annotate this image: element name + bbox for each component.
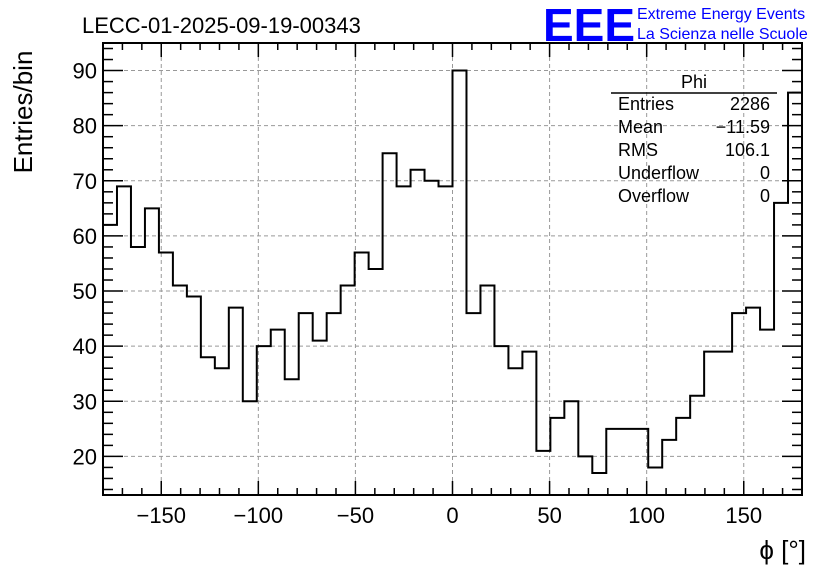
y-axis-label: Entries/bin — [8, 51, 38, 174]
histogram-line — [103, 69, 802, 474]
stats-row-value: 0 — [760, 186, 770, 206]
stats-row-label: Mean — [618, 117, 663, 137]
stats-row-label: Overflow — [618, 186, 690, 206]
x-tick-label: −150 — [136, 503, 186, 528]
chart-title: LECC-01-2025-09-19-00343 — [82, 13, 361, 38]
y-tick-label: 60 — [73, 224, 97, 249]
y-tick-label: 40 — [73, 334, 97, 359]
x-tick-label: −100 — [234, 503, 284, 528]
stats-box: Phi Entries 2286 Mean −11.59 RMS 106.1 Underfl… — [611, 72, 777, 206]
stats-row-value: 0 — [760, 163, 770, 183]
x-axis-label: ϕ [°] — [759, 535, 806, 565]
logo-line-1: Extreme Energy Events — [637, 6, 805, 23]
y-tick-label: 20 — [73, 444, 97, 469]
stats-row-value: −11.59 — [716, 117, 770, 137]
stats-row-value: 106.1 — [725, 140, 770, 160]
y-tick-label: 50 — [73, 279, 97, 304]
x-axis-ticks: −150 −100 −50 0 50 100 150 — [121, 43, 784, 528]
stats-row-label: RMS — [618, 140, 658, 160]
logo-line-2: La Scienza nelle Scuole — [637, 26, 808, 43]
y-tick-label: 70 — [73, 169, 97, 194]
y-axis-ticks: 20 30 40 50 60 70 80 90 — [73, 47, 802, 491]
x-tick-label: 100 — [628, 503, 665, 528]
x-tick-label: 50 — [537, 503, 561, 528]
stats-rows: Entries 2286 Mean −11.59 RMS 106.1 Underflow 0 O… — [618, 94, 770, 206]
grid-lines — [103, 43, 802, 495]
y-tick-label: 90 — [73, 59, 97, 84]
x-tick-label: −50 — [337, 503, 374, 528]
y-tick-label: 80 — [73, 114, 97, 139]
eee-logo: EEE Extreme Energy Events La Scienza nel… — [543, 0, 808, 51]
stats-row-label: Underflow — [618, 163, 700, 183]
x-tick-label: 150 — [725, 503, 762, 528]
stats-title: Phi — [681, 72, 707, 92]
stats-row-value: 2286 — [730, 94, 770, 114]
stats-row-label: Entries — [618, 94, 674, 114]
x-tick-label: 0 — [446, 503, 458, 528]
y-tick-label: 30 — [73, 389, 97, 414]
